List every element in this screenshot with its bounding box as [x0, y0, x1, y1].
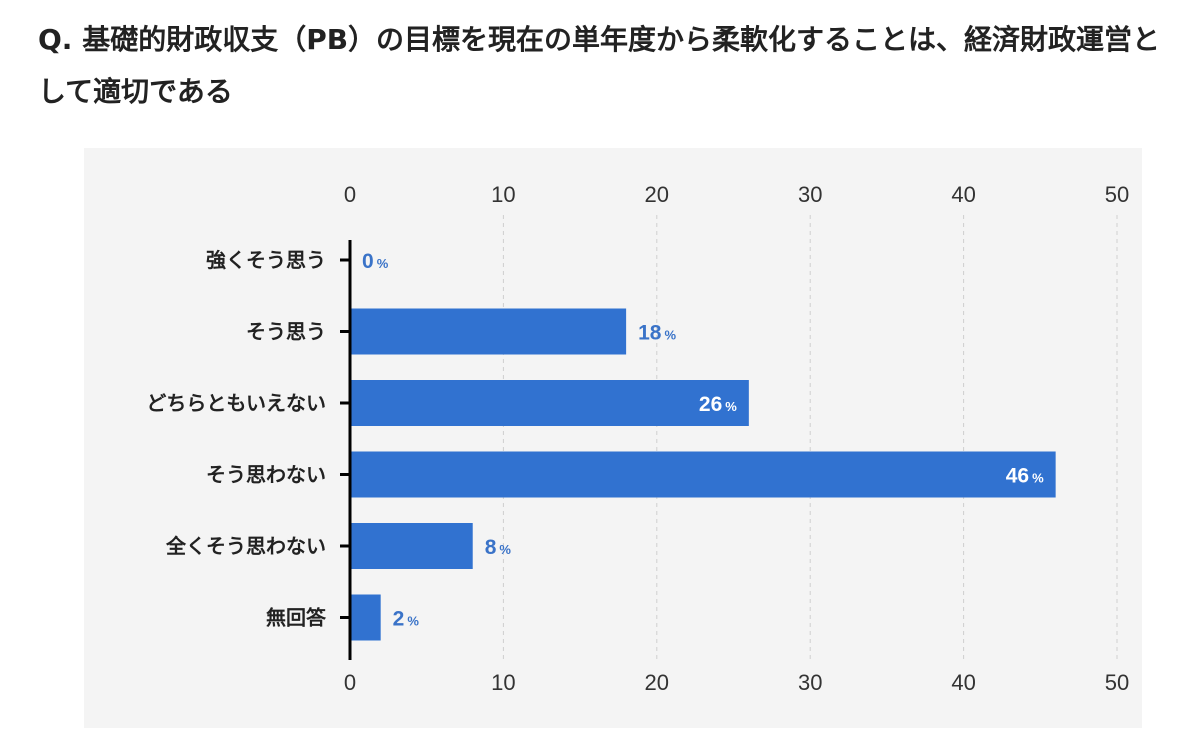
question-title: Q. 基礎的財政収支（PB）の目標を現在の単年度から柔軟化することは、経済財政運… [38, 23, 1161, 108]
bar [350, 594, 381, 641]
chart-panel [84, 148, 1142, 728]
tick-label-bottom: 10 [491, 670, 515, 695]
category-label: 強くそう思う [206, 248, 326, 272]
tick-label-top: 20 [645, 182, 669, 207]
tick-label-top: 40 [951, 182, 975, 207]
value-label: 26% [699, 393, 737, 416]
tick-label-top: 0 [344, 182, 356, 207]
bar [350, 523, 473, 569]
tick-label-bottom: 40 [951, 670, 975, 695]
value-label: 46% [1006, 465, 1044, 488]
category-label: どちらともいえない [146, 391, 326, 415]
bar [350, 451, 1056, 498]
category-label: 全くそう思わない [165, 534, 326, 558]
tick-label-top: 50 [1105, 182, 1129, 207]
tick-label-bottom: 30 [798, 670, 822, 695]
category-label: そう思わない [206, 463, 326, 487]
value-label: 2% [393, 608, 420, 631]
category-label: そう思う [246, 320, 326, 344]
value-label: 8% [485, 536, 512, 559]
tick-label-bottom: 0 [344, 670, 356, 695]
tick-label-top: 10 [491, 182, 515, 207]
tick-label-bottom: 50 [1105, 670, 1129, 695]
tick-label-top: 30 [798, 182, 822, 207]
value-label: 0% [362, 250, 389, 273]
bar [350, 308, 627, 355]
bar [350, 380, 749, 426]
tick-label-bottom: 20 [645, 670, 669, 695]
value-label: 18% [638, 322, 676, 345]
category-label: 無回答 [266, 606, 327, 630]
